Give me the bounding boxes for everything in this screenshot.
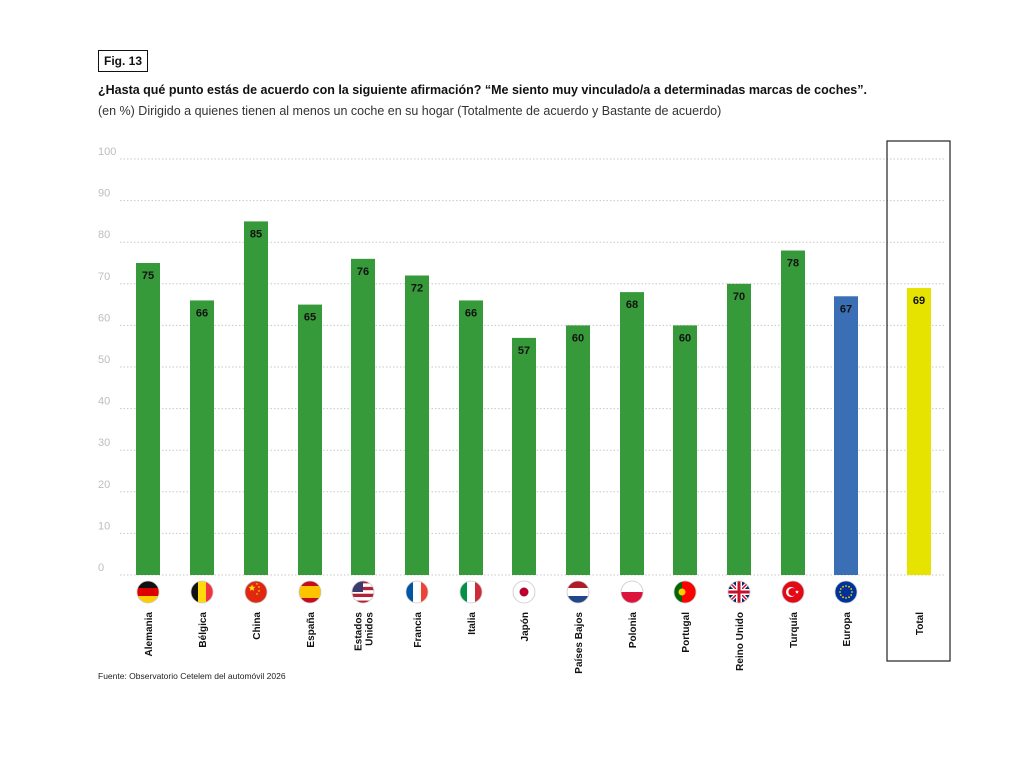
category-label: Europa [842, 612, 853, 647]
bar [244, 221, 268, 575]
spain-flag-icon [298, 580, 322, 604]
bar [907, 287, 931, 575]
bar-value-label: 67 [840, 303, 852, 315]
bar [298, 304, 322, 575]
bar-value-label: 85 [250, 228, 262, 240]
category-label: Portugal [681, 612, 692, 653]
source-note: Fuente: Observatorio Cetelem del automóv… [98, 671, 286, 681]
netherlands-flag-icon [566, 580, 590, 604]
bar-value-label: 57 [518, 345, 530, 357]
eu-flag-icon [834, 580, 858, 604]
china-flag-icon [244, 580, 268, 604]
usa-flag-icon [351, 580, 375, 604]
bar [673, 325, 697, 575]
france-flag-icon [405, 580, 429, 604]
figure-tag: Fig. 13 [98, 50, 148, 72]
y-tick-label: 40 [98, 396, 110, 408]
bar-value-label: 60 [679, 332, 691, 344]
category-label: Países Bajos [574, 612, 585, 674]
y-tick-label: 20 [98, 479, 110, 491]
category-labels: Alemania Bélgica China España EstadosUnidos F… [144, 612, 926, 674]
y-tick-label: 90 [98, 188, 110, 200]
bar-value-label: 78 [787, 258, 799, 270]
bar-value-label: 75 [142, 270, 154, 282]
bar-value-label: 65 [304, 312, 316, 324]
bar-value-label: 70 [733, 291, 745, 303]
bar-value-label: 72 [411, 282, 423, 294]
uk-flag-icon [727, 580, 751, 604]
y-tick-label: 10 [98, 520, 110, 532]
bar-value-label: 66 [196, 307, 208, 319]
bar [351, 258, 375, 575]
bar-value-label: 76 [357, 266, 369, 278]
germany-flag-icon [136, 580, 160, 604]
bar-value-label: 60 [572, 332, 584, 344]
bar [459, 300, 483, 575]
category-label: Japón [520, 612, 531, 641]
bar [620, 292, 644, 575]
y-tick-label: 100 [98, 146, 116, 158]
y-tick-label: 50 [98, 354, 110, 366]
y-axis-ticks: 0 10 20 30 40 50 60 70 80 90 100 [98, 146, 116, 574]
category-label: Turquía [789, 612, 800, 648]
bar [781, 250, 805, 575]
turkey-flag-icon [781, 580, 805, 604]
category-label: Bélgica [198, 612, 209, 648]
bar-value-label: 69 [913, 295, 925, 307]
bar [405, 275, 429, 575]
bar-value-label: 68 [626, 299, 638, 311]
bar [834, 296, 858, 575]
belgium-flag-icon [190, 580, 214, 604]
category-label: Italia [467, 612, 478, 635]
category-label: Total [915, 612, 926, 635]
japan-flag-icon [512, 580, 536, 604]
category-label: Polonia [628, 612, 639, 649]
bars: 75 66 85 65 76 72 66 57 60 68 60 70 78 67 69 [136, 221, 931, 575]
bar [136, 263, 160, 575]
category-label: España [306, 612, 317, 648]
y-tick-label: 30 [98, 437, 110, 449]
chart-subtitle: (en %) Dirigido a quienes tienen al meno… [98, 104, 722, 118]
total-highlight-box [886, 140, 951, 662]
category-label: China [252, 612, 263, 640]
portugal-flag-icon [673, 580, 697, 604]
bar [566, 325, 590, 575]
bar [727, 283, 751, 575]
bar-value-label: 66 [465, 307, 477, 319]
category-label: Francia [413, 612, 424, 648]
flags [136, 580, 858, 604]
category-label: Alemania [144, 612, 155, 657]
y-tick-label: 80 [98, 229, 110, 241]
bar [512, 337, 536, 575]
poland-flag-icon [620, 580, 644, 604]
y-tick-label: 60 [98, 312, 110, 324]
category-label: EstadosUnidos [354, 612, 376, 651]
italy-flag-icon [459, 580, 483, 604]
bar [190, 300, 214, 575]
y-tick-label: 0 [98, 562, 104, 574]
category-label: Reino Unido [735, 612, 746, 671]
y-tick-label: 70 [98, 271, 110, 283]
chart-title: ¿Hasta qué punto estás de acuerdo con la… [98, 83, 867, 97]
